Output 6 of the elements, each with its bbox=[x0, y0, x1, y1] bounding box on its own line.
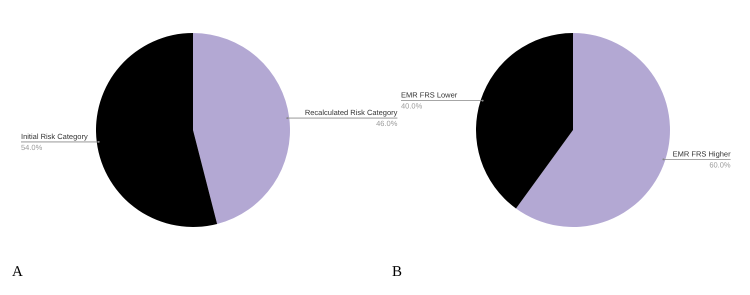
pie-slice bbox=[476, 33, 573, 208]
pie-slice bbox=[96, 33, 218, 227]
pie-slice bbox=[516, 33, 670, 227]
text: A bbox=[12, 264, 23, 280]
pie-slice bbox=[193, 33, 290, 224]
text: B bbox=[392, 264, 402, 280]
